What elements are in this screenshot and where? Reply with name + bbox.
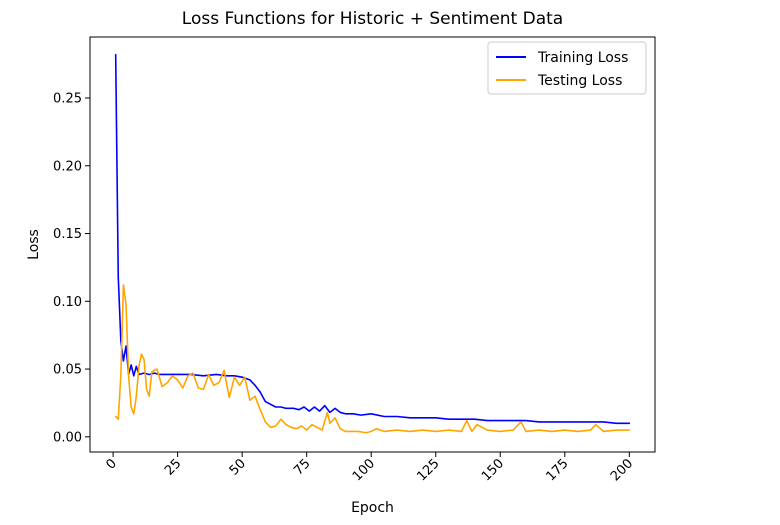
- y-tick-label: 0.15: [53, 227, 82, 242]
- chart-title: Loss Functions for Historic + Sentiment …: [182, 9, 563, 29]
- plot-frame: [89, 36, 656, 453]
- testing-loss-line: [114, 284, 631, 434]
- legend-box: [487, 41, 647, 95]
- training-loss-line: [114, 53, 631, 425]
- y-tick-label: 0.25: [53, 91, 82, 106]
- y-tick-label: 0.00: [53, 430, 82, 445]
- y-axis-label: Loss: [26, 229, 42, 260]
- y-tick-label: 0.10: [53, 295, 82, 310]
- legend-label: Training Loss: [537, 50, 628, 66]
- y-axis-ticks: 0.00 0.05 0.10 0.15 0.20 0.25: [53, 91, 90, 445]
- x-axis-label: Epoch: [351, 500, 394, 516]
- y-tick-label: 0.20: [53, 159, 82, 174]
- legend-label: Testing Loss: [537, 73, 622, 89]
- series-group: [114, 53, 631, 434]
- y-tick-label: 0.05: [53, 363, 82, 378]
- legend: Training Loss Testing Loss: [487, 41, 647, 95]
